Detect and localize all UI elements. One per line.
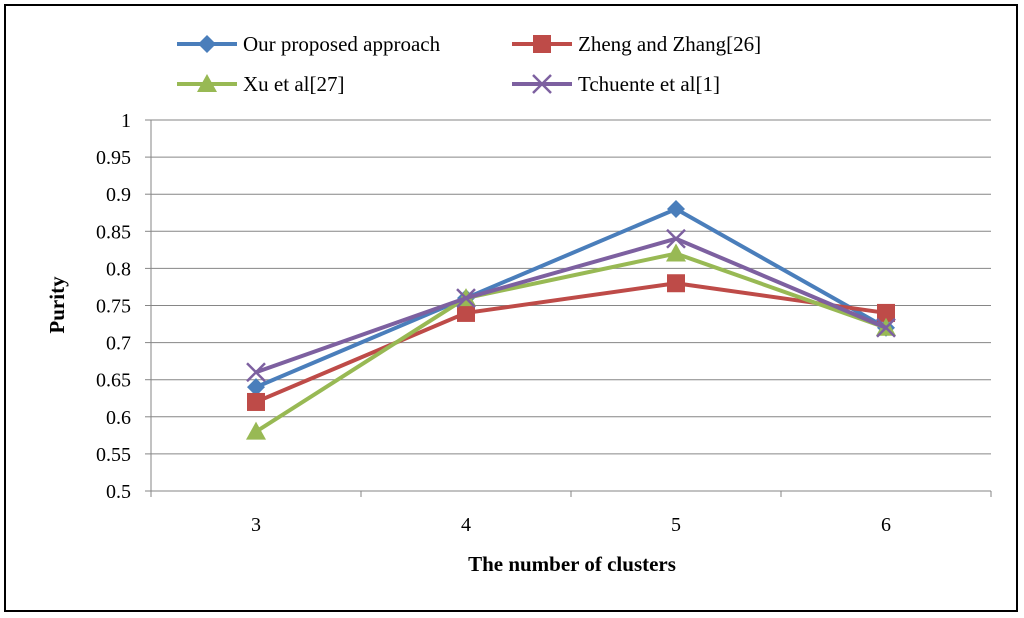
legend: Our proposed approach Zheng and Zhang[26]… — [177, 32, 761, 96]
x-tick-labels: 3 4 5 6 — [251, 514, 891, 536]
y-tick-label: 0.9 — [106, 184, 131, 206]
x-tick-label: 4 — [461, 514, 471, 536]
series-line — [254, 251, 887, 434]
marker-x-point — [876, 317, 896, 338]
y-tick-label: 0.5 — [106, 481, 131, 503]
x-tick-label: 5 — [671, 514, 681, 536]
legend-entry: Zheng and Zhang[26] — [512, 32, 761, 56]
y-tick-label: 0.65 — [96, 370, 131, 392]
x-axis-title: The number of clusters — [468, 552, 676, 576]
legend-label: Tchuente et al[1] — [578, 72, 720, 96]
legend-entry: Our proposed approach — [177, 32, 441, 56]
marker-x-point — [666, 228, 686, 249]
series-line — [255, 207, 887, 389]
y-axis-title: Purity — [45, 276, 69, 334]
series-layer — [246, 200, 896, 440]
marker-square-point — [457, 303, 475, 322]
marker-diamond-point — [667, 200, 685, 219]
marker-x-legend — [532, 74, 552, 94]
marker-triangle-legend — [197, 74, 217, 92]
marker-square-legend — [533, 35, 551, 53]
series-line — [255, 236, 887, 375]
series-2 — [247, 274, 895, 411]
marker-x-point — [456, 288, 476, 308]
gridlines — [151, 119, 991, 492]
marker-square-point — [247, 392, 265, 411]
y-tick-label: 0.75 — [96, 296, 131, 318]
series-4 — [246, 228, 896, 383]
legend-label: Xu et al[27] — [243, 72, 344, 96]
series-line — [255, 281, 887, 404]
marker-triangle-point — [246, 421, 266, 440]
y-tick-label: 0.6 — [106, 407, 131, 429]
legend-entry: Tchuente et al[1] — [512, 72, 720, 96]
y-tick-label: 0.7 — [106, 333, 131, 355]
legend-label: Our proposed approach — [243, 32, 441, 56]
marker-square-point — [877, 303, 895, 322]
marker-diamond-point — [247, 378, 265, 397]
marker-triangle-point — [666, 243, 686, 262]
y-tick-label: 0.8 — [106, 258, 131, 280]
y-tick-label: 0.85 — [96, 221, 131, 243]
y-tick-label: 0.95 — [96, 147, 131, 169]
marker-diamond-legend — [198, 35, 216, 53]
x-tick-label: 6 — [881, 514, 891, 536]
x-tick-label: 3 — [251, 514, 261, 536]
marker-x-point — [246, 362, 266, 383]
legend-entry: Xu et al[27] — [177, 72, 344, 96]
y-tick-label: 1 — [121, 110, 131, 132]
axes — [145, 119, 992, 497]
marker-square-point — [667, 274, 685, 293]
legend-label: Zheng and Zhang[26] — [578, 32, 761, 56]
y-tick-labels: 0.5 0.55 0.6 0.65 0.7 0.75 0.8 0.85 0.9 0.95 1 — [96, 110, 131, 503]
y-tick-label: 0.55 — [96, 444, 131, 466]
